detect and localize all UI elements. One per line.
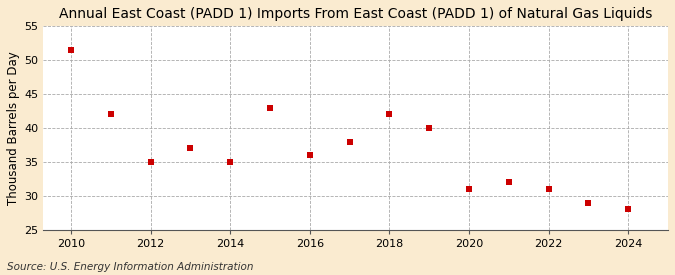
Title: Annual East Coast (PADD 1) Imports From East Coast (PADD 1) of Natural Gas Liqui: Annual East Coast (PADD 1) Imports From … xyxy=(59,7,652,21)
Point xyxy=(384,112,395,117)
Text: Source: U.S. Energy Information Administration: Source: U.S. Energy Information Administ… xyxy=(7,262,253,272)
Y-axis label: Thousand Barrels per Day: Thousand Barrels per Day xyxy=(7,51,20,205)
Point xyxy=(145,160,156,164)
Point xyxy=(424,126,435,130)
Point xyxy=(464,187,475,191)
Point xyxy=(265,106,275,110)
Point xyxy=(105,112,116,117)
Point xyxy=(583,200,594,205)
Point xyxy=(225,160,236,164)
Point xyxy=(185,146,196,151)
Point xyxy=(543,187,554,191)
Point xyxy=(344,139,355,144)
Point xyxy=(304,153,315,157)
Point xyxy=(623,207,634,212)
Point xyxy=(504,180,514,185)
Point xyxy=(65,48,76,52)
